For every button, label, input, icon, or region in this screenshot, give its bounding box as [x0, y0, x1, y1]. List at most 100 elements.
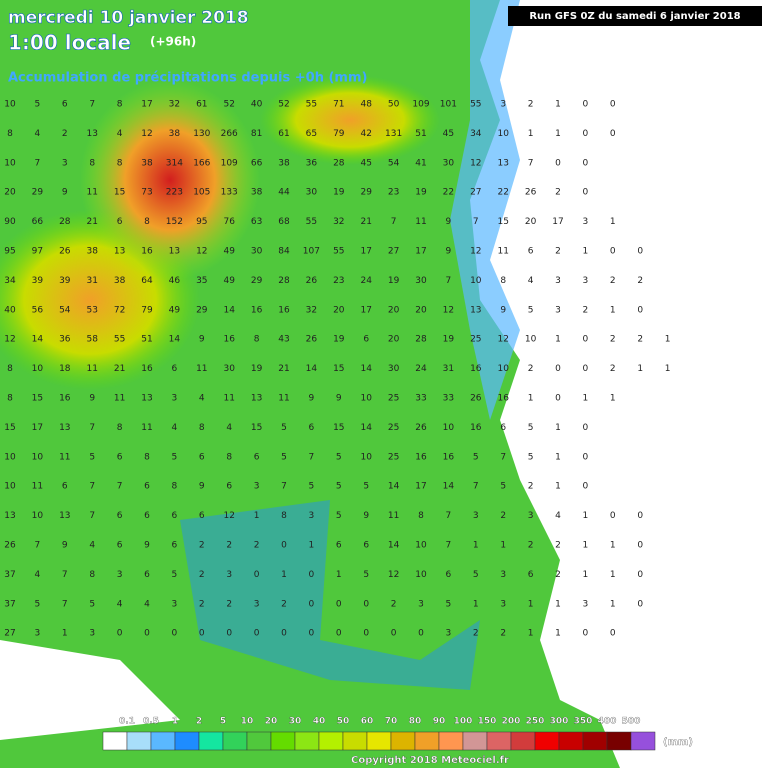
- grid-value: 11: [114, 394, 125, 404]
- grid-value: 2: [637, 335, 643, 345]
- grid-value: 0: [117, 629, 123, 639]
- grid-value: 0: [637, 305, 643, 315]
- grid-value: 4: [172, 423, 178, 433]
- grid-value: 30: [251, 247, 263, 257]
- grid-value: 21: [278, 364, 289, 374]
- grid-value: 2: [62, 129, 68, 139]
- grid-value: 11: [86, 364, 97, 374]
- grid-value: 8: [117, 100, 123, 110]
- grid-value: 3: [446, 629, 452, 639]
- grid-value: 32: [333, 217, 344, 227]
- grid-value: 1: [528, 599, 534, 609]
- grid-value: 9: [500, 305, 506, 315]
- grid-value: 38: [114, 276, 126, 286]
- grid-value: 109: [412, 100, 429, 110]
- grid-value: 20: [388, 305, 400, 315]
- grid-value: 0: [309, 599, 315, 609]
- grid-value: 79: [333, 129, 345, 139]
- grid-value: 1: [62, 629, 68, 639]
- grid-value: 56: [32, 305, 44, 315]
- grid-value: 16: [59, 394, 71, 404]
- grid-value: 1: [555, 452, 561, 462]
- grid-value: 19: [415, 188, 427, 198]
- grid-value: 14: [443, 482, 455, 492]
- grid-value: 58: [86, 335, 98, 345]
- grid-value: 3: [226, 570, 232, 580]
- grid-value: 13: [59, 423, 70, 433]
- dry-area: [470, 0, 768, 768]
- grid-value: 11: [278, 394, 289, 404]
- grid-value: 28: [278, 276, 290, 286]
- grid-value: 52: [278, 100, 289, 110]
- grid-value: 13: [114, 247, 125, 257]
- legend-label: 60: [361, 717, 374, 727]
- grid-value: 3: [500, 570, 506, 580]
- grid-value: 5: [473, 570, 479, 580]
- grid-value: 12: [388, 570, 399, 580]
- grid-value: 22: [497, 188, 508, 198]
- grid-value: 5: [528, 423, 534, 433]
- grid-value: 1: [665, 364, 671, 374]
- date: mercredi 10 janvier 2018: [8, 8, 249, 28]
- grid-value: 11: [497, 247, 508, 257]
- grid-value: 101: [440, 100, 457, 110]
- grid-value: 2: [528, 364, 534, 374]
- grid-value: 3: [117, 570, 123, 580]
- grid-value: 23: [388, 188, 399, 198]
- grid-value: 31: [443, 364, 454, 374]
- legend-swatch: [606, 731, 632, 751]
- grid-value: 9: [89, 394, 95, 404]
- grid-value: 26: [59, 247, 71, 257]
- grid-value: 1: [583, 541, 589, 551]
- grid-value: 7: [528, 158, 534, 168]
- grid-value: 6: [62, 100, 68, 110]
- grid-value: 14: [388, 541, 400, 551]
- grid-value: 5: [309, 482, 315, 492]
- grid-value: 5: [172, 452, 178, 462]
- grid-value: 95: [4, 247, 15, 257]
- legend-swatch: [102, 731, 128, 751]
- grid-value: 6: [528, 247, 534, 257]
- grid-value: 7: [62, 570, 68, 580]
- grid-value: 1: [555, 599, 561, 609]
- grid-value: 9: [199, 335, 205, 345]
- grid-value: 8: [89, 158, 95, 168]
- grid-value: 12: [470, 247, 481, 257]
- grid-value: 0: [637, 599, 643, 609]
- grid-value: 66: [251, 158, 263, 168]
- grid-value: 6: [309, 423, 315, 433]
- grid-value: 38: [278, 158, 290, 168]
- legend-swatch: [462, 731, 488, 751]
- grid-value: 13: [251, 394, 262, 404]
- grid-value: 40: [251, 100, 263, 110]
- legend-label: 350: [574, 717, 593, 727]
- grid-value: 10: [4, 482, 16, 492]
- grid-value: 1: [610, 570, 616, 580]
- grid-value: 6: [199, 511, 205, 521]
- legend-swatch: [366, 731, 392, 751]
- grid-value: 20: [525, 217, 537, 227]
- grid-value: 3: [473, 511, 479, 521]
- grid-value: 33: [415, 394, 426, 404]
- grid-value: 1: [336, 570, 342, 580]
- grid-value: 0: [309, 570, 315, 580]
- light-precip: [180, 500, 480, 690]
- legend-label: 10: [241, 717, 254, 727]
- grid-value: 16: [141, 364, 153, 374]
- grid-value: 20: [4, 188, 16, 198]
- grid-value: 26: [306, 276, 318, 286]
- grid-value: 1: [555, 629, 561, 639]
- legend-label: 90: [433, 717, 446, 727]
- grid-value: 45: [443, 129, 454, 139]
- grid-value: 107: [303, 247, 320, 257]
- grid-value: 12: [223, 511, 234, 521]
- grid-value: 8: [7, 129, 13, 139]
- grid-value: 13: [4, 511, 15, 521]
- grid-value: 6: [117, 452, 123, 462]
- grid-value: 1: [528, 394, 534, 404]
- grid-value: 25: [388, 423, 399, 433]
- grid-value: 19: [333, 188, 345, 198]
- grid-value: 6: [446, 570, 452, 580]
- grid-value: 6: [144, 511, 150, 521]
- grid-value: 9: [446, 217, 452, 227]
